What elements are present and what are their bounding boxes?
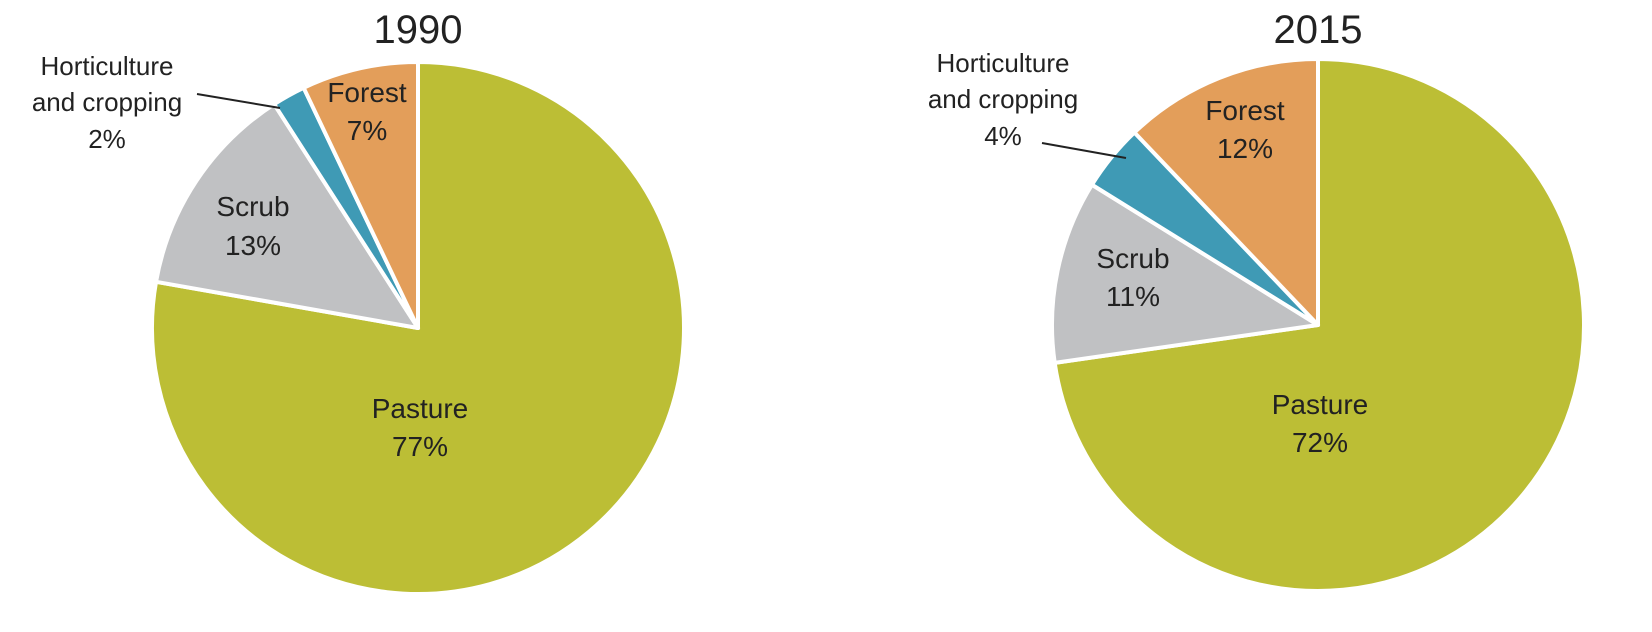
callout-label-line1-horticulture-and-cropping: Horticulture: [937, 48, 1070, 78]
slice-value-pasture: 77%: [392, 431, 448, 462]
callout-value-horticulture-and-cropping: 2%: [88, 124, 126, 154]
callout-leader-line: [1041, 142, 1127, 159]
slice-value-forest: 12%: [1217, 133, 1273, 164]
callout-label-line2-horticulture-and-cropping: and cropping: [32, 87, 182, 117]
slice-label-forest: Forest: [327, 77, 407, 108]
chart-title: 2015: [1274, 8, 1363, 52]
slice-label-pasture: Pasture: [372, 393, 469, 424]
slice-label-pasture: Pasture: [1272, 389, 1369, 420]
callout-value-horticulture-and-cropping: 4%: [984, 121, 1022, 151]
pie-slice-scrub: [154, 102, 420, 330]
chart-title: 1990: [374, 8, 463, 52]
slice-value-forest: 7%: [347, 115, 387, 146]
callout-label-line2-horticulture-and-cropping: and cropping: [928, 84, 1078, 114]
slice-value-scrub: 11%: [1106, 281, 1160, 312]
slice-value-scrub: 13%: [225, 230, 281, 261]
slice-label-scrub: Scrub: [216, 191, 289, 222]
slice-value-pasture: 72%: [1292, 427, 1348, 458]
slice-label-forest: Forest: [1205, 95, 1285, 126]
pie-slice-forest: [1132, 57, 1320, 327]
slice-label-scrub: Scrub: [1096, 243, 1169, 274]
callout-leader-line: [196, 93, 281, 109]
callout-label-line1-horticulture-and-cropping: Horticulture: [41, 51, 174, 81]
pie-chart-1990: 1990 Pasture 77% Scrub 13% Horticulture and cr…: [32, 8, 686, 596]
pie-chart-2015: 2015 Pasture 72% Scrub 11% Horticulture and cr…: [928, 8, 1587, 593]
pie-slice-scrub: [1050, 182, 1320, 365]
pie-slice-forest: [301, 60, 420, 330]
